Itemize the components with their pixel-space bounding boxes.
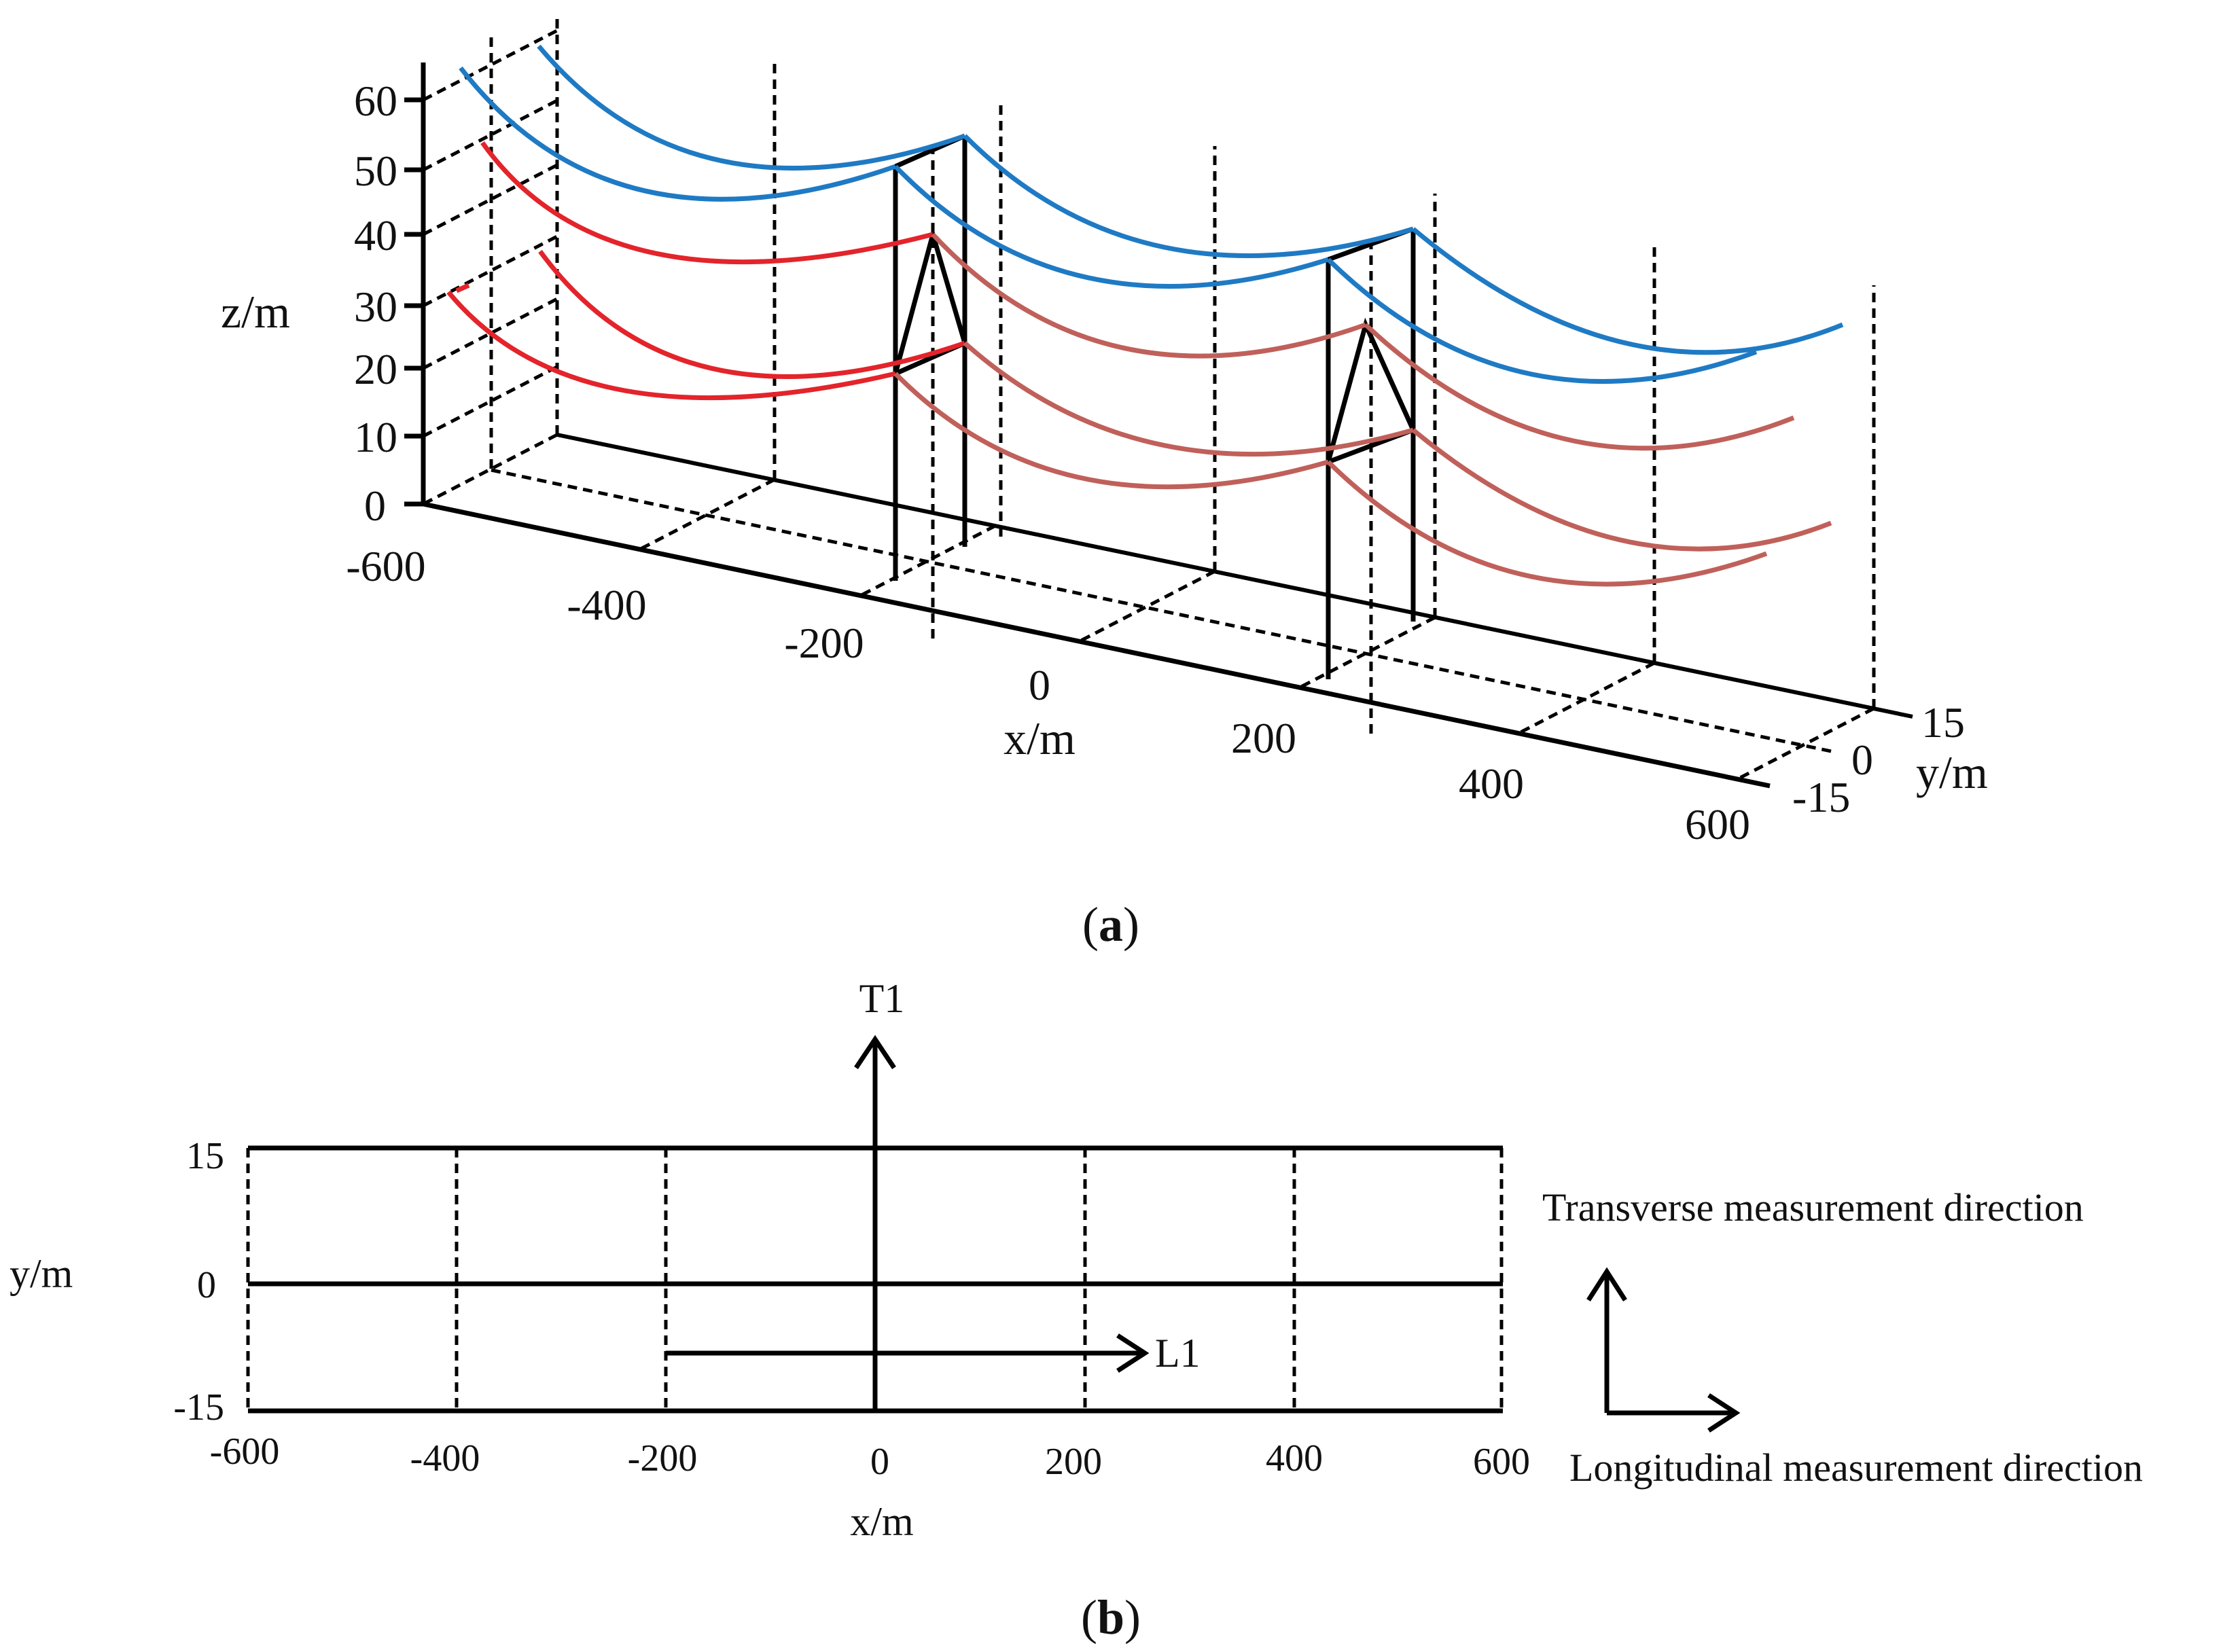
x-axis-front-line [423, 501, 1771, 789]
z-tick-50: 50 [354, 147, 397, 195]
x-tick-0: 0 [1029, 661, 1050, 709]
lower-conductors [893, 232, 1832, 587]
y-tick-15: 15 [1921, 698, 1965, 747]
longitudinal-arrowhead [1707, 1393, 1741, 1433]
b-x-tick-0: 0 [870, 1441, 889, 1483]
caption-b-letter: b [1097, 1590, 1124, 1645]
b-y-tick-15: 15 [186, 1135, 224, 1177]
b-x-tick-200: 200 [1045, 1441, 1102, 1483]
x-axis-label: x/m [1003, 713, 1076, 764]
figure-b: T1 L1 15 0 -15 y/m -600 -400 -200 0 200 … [10, 976, 2143, 1645]
caption-a-letter: a [1099, 897, 1123, 952]
b-x-tick-400: 400 [1266, 1437, 1323, 1479]
vertical-dashed-posts [772, 61, 1876, 734]
y15-floor-line [556, 433, 1913, 719]
grid-dashed-verticals [246, 1148, 1504, 1411]
z-tick-30: 30 [354, 283, 397, 331]
z-axis-label: z/m [221, 286, 290, 338]
y-tick-0: 0 [1851, 736, 1873, 784]
back-wall-guides [422, 17, 559, 469]
z-tick-0: 0 [364, 482, 386, 530]
transverse-arrowhead [1586, 1267, 1627, 1301]
b-y-tick-0: 0 [197, 1264, 216, 1306]
transverse-label: Transverse measurement direction [1542, 1185, 2084, 1229]
figure-a: 0 10 20 30 40 50 60 z/m [221, 17, 1988, 952]
y0-floor-line [491, 468, 1835, 754]
l1-label: L1 [1155, 1331, 1201, 1376]
b-y-axis-label: y/m [10, 1251, 73, 1296]
b-x-tick-neg200: -200 [628, 1437, 698, 1479]
y-axis-label-a: y/m [1916, 747, 1988, 798]
x-tick-200: 200 [1231, 714, 1296, 762]
b-x-axis-label: x/m [850, 1499, 913, 1544]
b-y-tick-neg15: -15 [173, 1386, 224, 1429]
b-x-tick-neg600: -600 [210, 1431, 280, 1473]
x-tick-neg600: -600 [346, 542, 425, 590]
b-x-tick-600: 600 [1473, 1441, 1530, 1483]
z-tick-20: 20 [354, 345, 397, 393]
lower-conductors-first-span [446, 141, 966, 401]
l1-arrowhead [1116, 1333, 1150, 1373]
upper-conductors [459, 44, 1844, 384]
b-x-tick-neg400: -400 [410, 1437, 480, 1479]
caption-a: (a) [1082, 897, 1139, 952]
x-tick-neg400: -400 [567, 581, 646, 629]
t1-label: T1 [859, 976, 905, 1021]
x-tick-neg200: -200 [784, 619, 864, 667]
z-tick-10: 10 [354, 413, 397, 461]
caption-b: (b) [1081, 1590, 1141, 1645]
z-tick-40: 40 [354, 211, 397, 259]
floor-cross-lines [422, 433, 1875, 780]
z-axis-ticks [404, 97, 423, 507]
x-tick-400: 400 [1459, 759, 1524, 808]
x-tick-600: 600 [1685, 800, 1750, 848]
y-tick-neg15: -15 [1792, 773, 1850, 821]
z-tick-60: 60 [354, 77, 397, 125]
t1-arrowhead [854, 1035, 896, 1069]
longitudinal-label: Longitudinal measurement direction [1569, 1446, 2143, 1490]
